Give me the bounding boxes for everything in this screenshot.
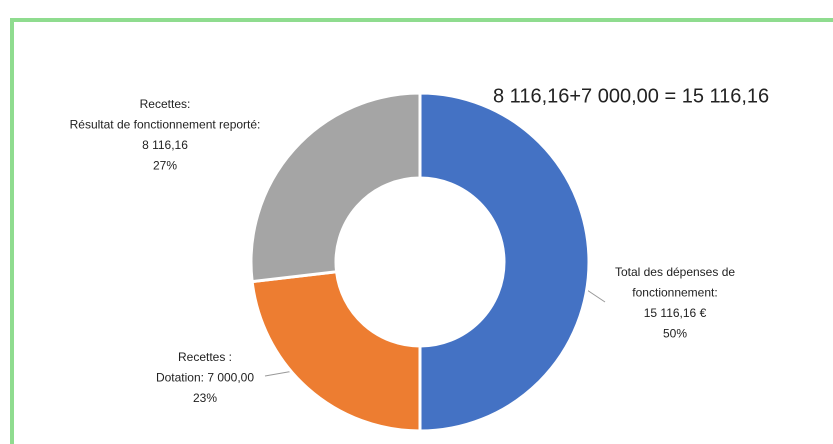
data-label: Dotation: 7 000,00: [156, 371, 254, 385]
data-label: 8 116,16: [142, 138, 188, 152]
data-label: 27%: [153, 159, 177, 173]
data-label: 15 116,16 €: [644, 306, 707, 320]
frame: [10, 18, 833, 444]
data-label: Total des dépenses de: [615, 265, 735, 279]
data-label: Recettes:: [140, 97, 191, 111]
data-label: 50%: [663, 327, 687, 341]
data-label: fonctionnement:: [632, 286, 717, 300]
data-label: 23%: [193, 391, 217, 405]
donut-slice: [250, 270, 422, 433]
annotation: 8 116,16+7 000,00 = 15 116,16: [493, 85, 769, 107]
data-label: Recettes :: [178, 350, 232, 364]
data-label: Résultat de fonctionnement reporté:: [70, 118, 261, 132]
donut-slice: [249, 91, 422, 284]
donut-slice: [418, 91, 591, 433]
